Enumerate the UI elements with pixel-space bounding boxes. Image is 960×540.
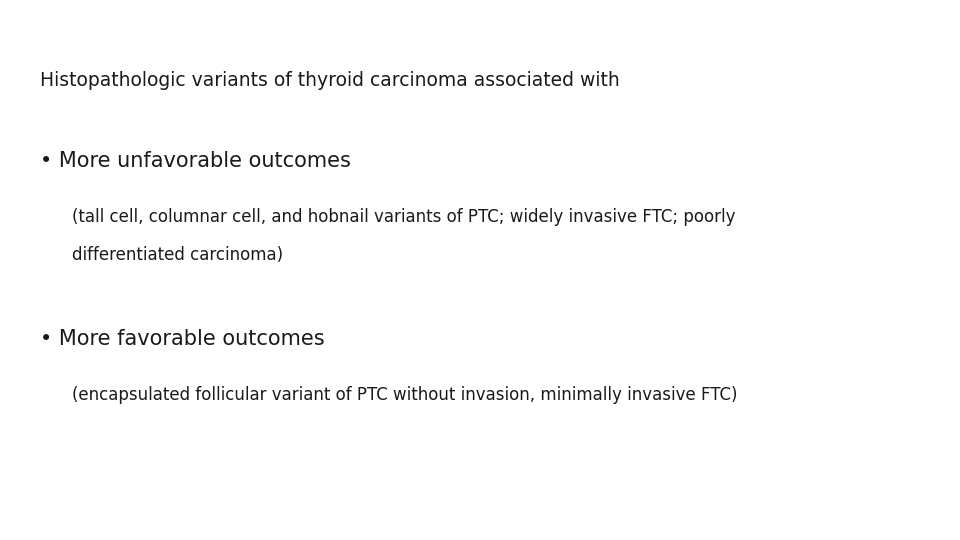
Text: differentiated carcinoma): differentiated carcinoma) (72, 246, 283, 264)
Text: • More favorable outcomes: • More favorable outcomes (40, 329, 324, 349)
Text: Histopathologic variants of thyroid carcinoma associated with: Histopathologic variants of thyroid carc… (40, 71, 620, 90)
Text: (encapsulated follicular variant of PTC without invasion, minimally invasive FTC: (encapsulated follicular variant of PTC … (72, 386, 737, 404)
Text: (tall cell, columnar cell, and hobnail variants of PTC; widely invasive FTC; poo: (tall cell, columnar cell, and hobnail v… (72, 208, 735, 226)
Text: • More unfavorable outcomes: • More unfavorable outcomes (40, 151, 351, 171)
